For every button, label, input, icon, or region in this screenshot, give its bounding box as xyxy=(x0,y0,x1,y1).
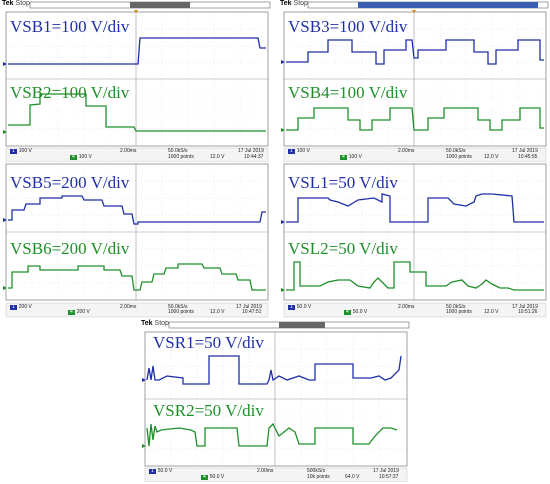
tek-brand: Tek Stop xyxy=(2,0,30,7)
ch4-scale-label: VSB2=100 V/div xyxy=(10,83,130,102)
scope-3-screen xyxy=(3,163,269,318)
ch4-marker-icon xyxy=(281,128,285,132)
status-bar: 1 100 V xyxy=(10,148,32,154)
ch4-scale-label: VSB6=200 V/div xyxy=(10,239,130,258)
status-bar: 1 100 V xyxy=(288,148,310,154)
ch1-scale-label: VSB3=100 V/div xyxy=(288,17,408,36)
scope-2-screen xyxy=(281,1,549,162)
ch1-marker-icon xyxy=(3,62,7,66)
scope-panel-3: VSB5=200 V/div VSB6=200 V/div 1 200 V 4 20… xyxy=(0,162,272,318)
ch1-marker-icon xyxy=(3,218,7,222)
ch4-scale-label: VSL2=50 V/div xyxy=(288,239,398,258)
tek-brand: Tek Stop xyxy=(280,0,308,7)
ch4-marker-icon xyxy=(3,286,7,290)
ch1-scale-label: VSL1=50 V/div xyxy=(288,173,398,192)
ch1-scale-label: VSB1=100 V/div xyxy=(10,17,130,36)
ch4-scale-label: VSB4=100 V/div xyxy=(288,83,408,102)
scope-5-screen xyxy=(142,321,410,482)
ch4-scale-label: VSR2=50 V/div xyxy=(153,401,264,420)
status-bar: 1 50.0 V xyxy=(288,304,312,310)
ch1-scale-label: VSB5=200 V/div xyxy=(10,173,130,192)
ch4-marker-icon xyxy=(3,130,7,134)
ch1-scale-label: VSR1=50 V/div xyxy=(153,333,264,352)
trigger-marker-icon xyxy=(134,10,138,13)
status-bar: 1 200 V xyxy=(10,304,32,310)
scope-panel-5: Tek Stop VSR1=50 V/div VSR2=50 V/div 1 50.… xyxy=(139,320,411,482)
tek-brand: Tek Stop xyxy=(141,320,169,327)
scope-4-screen xyxy=(281,163,547,318)
scope-panel-4: VSL1=50 V/div VSL2=50 V/div 1 50.0 V 4 50.… xyxy=(278,162,550,318)
ch1-marker-icon xyxy=(142,378,146,382)
ch4-marker-icon xyxy=(142,444,146,448)
ch1-marker-icon xyxy=(281,60,285,64)
ch4-marker-icon xyxy=(281,288,285,292)
ch1-marker-icon xyxy=(281,220,285,224)
trigger-marker-icon xyxy=(412,10,416,13)
status-bar: 1 50.0 V xyxy=(149,468,173,474)
